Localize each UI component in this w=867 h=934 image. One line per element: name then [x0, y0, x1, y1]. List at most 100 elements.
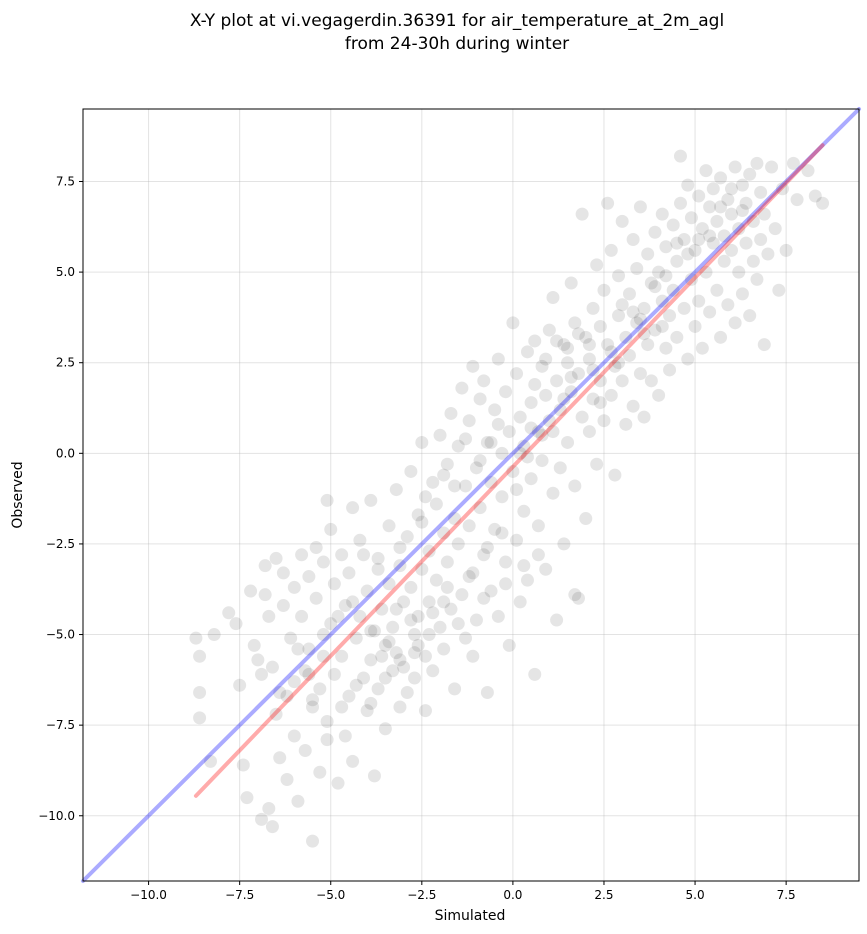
- data-point: [626, 305, 640, 319]
- data-point: [316, 628, 330, 642]
- data-point: [757, 338, 771, 352]
- reference-lines: [81, 107, 861, 883]
- data-point: [633, 200, 647, 214]
- data-point: [371, 562, 385, 576]
- data-point: [382, 519, 396, 533]
- data-point: [386, 664, 400, 678]
- data-point: [612, 356, 626, 370]
- data-point: [553, 461, 567, 475]
- data-point: [338, 599, 352, 613]
- data-point: [295, 548, 309, 562]
- data-point: [462, 519, 476, 533]
- data-point: [273, 686, 287, 700]
- y-axis-label: Observed: [10, 461, 26, 528]
- data-point: [619, 330, 633, 344]
- data-point: [743, 309, 757, 323]
- data-point: [255, 812, 269, 826]
- data-point: [539, 562, 553, 576]
- data-point: [710, 283, 724, 297]
- y-tick-label-4: 0.0: [56, 446, 75, 460]
- data-point: [655, 294, 669, 308]
- data-point: [579, 512, 593, 526]
- data-point: [426, 475, 440, 489]
- data-point: [557, 392, 571, 406]
- data-point: [502, 638, 516, 652]
- y-tick-label-7: 7.5: [56, 174, 75, 188]
- data-point: [630, 316, 644, 330]
- data-point: [557, 338, 571, 352]
- data-point: [531, 519, 545, 533]
- data-point: [750, 156, 764, 170]
- data-point: [466, 649, 480, 663]
- data-point: [528, 377, 542, 391]
- data-point: [717, 254, 731, 268]
- data-point: [448, 682, 462, 696]
- data-point: [455, 588, 469, 602]
- data-point: [539, 352, 553, 366]
- data-point: [375, 649, 389, 663]
- data-point: [732, 222, 746, 236]
- data-point: [269, 551, 283, 565]
- data-point: [346, 754, 360, 768]
- data-point: [251, 653, 265, 667]
- data-point: [681, 178, 695, 192]
- data-point: [652, 265, 666, 279]
- data-point: [364, 653, 378, 667]
- data-point: [364, 624, 378, 638]
- data-point: [673, 149, 687, 163]
- data-point: [255, 667, 269, 681]
- identity-line: [81, 107, 861, 883]
- data-point: [306, 834, 320, 848]
- data-point: [306, 693, 320, 707]
- data-point: [491, 352, 505, 366]
- data-point: [499, 385, 513, 399]
- data-point: [484, 584, 498, 598]
- data-point: [506, 316, 520, 330]
- data-point: [710, 214, 724, 228]
- data-point: [510, 483, 524, 497]
- data-point: [331, 776, 345, 790]
- data-point: [754, 232, 768, 246]
- data-point: [735, 178, 749, 192]
- data-point: [429, 497, 443, 511]
- data-point: [448, 479, 462, 493]
- data-point: [703, 200, 717, 214]
- data-point: [382, 635, 396, 649]
- data-point: [495, 526, 509, 540]
- data-point: [480, 541, 494, 555]
- data-point: [378, 722, 392, 736]
- data-point: [273, 751, 287, 765]
- data-point: [393, 653, 407, 667]
- data-point: [320, 733, 334, 747]
- x-axis-label: Simulated: [435, 908, 506, 924]
- data-point: [411, 609, 425, 623]
- data-point: [622, 287, 636, 301]
- data-point: [619, 417, 633, 431]
- data-point: [280, 689, 294, 703]
- data-point: [462, 414, 476, 428]
- data-point: [593, 374, 607, 388]
- data-point: [663, 309, 677, 323]
- grid-lines: [83, 109, 859, 881]
- data-point: [386, 620, 400, 634]
- data-point: [735, 203, 749, 217]
- scatter-points: [189, 149, 830, 848]
- data-point: [316, 555, 330, 569]
- data-point: [477, 548, 491, 562]
- data-point: [510, 533, 524, 547]
- data-point: [655, 207, 669, 221]
- data-point: [433, 428, 447, 442]
- data-point: [692, 232, 706, 246]
- data-point: [477, 374, 491, 388]
- data-point: [291, 794, 305, 808]
- data-point: [520, 345, 534, 359]
- x-tick-label-2: −5.0: [316, 888, 345, 902]
- data-point: [517, 559, 531, 573]
- data-point: [677, 232, 691, 246]
- data-point: [502, 425, 516, 439]
- data-point: [466, 566, 480, 580]
- data-point: [604, 388, 618, 402]
- data-point: [437, 595, 451, 609]
- data-point: [648, 280, 662, 294]
- data-point: [473, 454, 487, 468]
